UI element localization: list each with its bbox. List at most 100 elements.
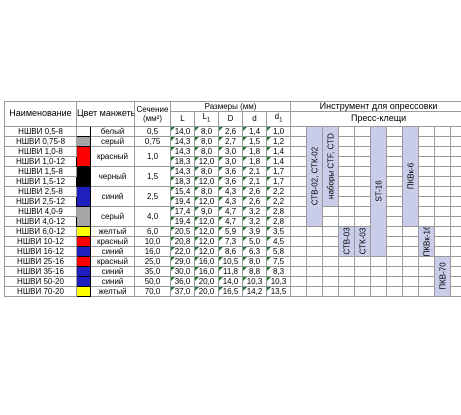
- tool-empty: [434, 215, 452, 227]
- tool-empty: [402, 235, 420, 247]
- value-d1: 2,8: [265, 215, 292, 227]
- tool-empty: [290, 145, 308, 157]
- value-d1: 7,5: [265, 255, 292, 267]
- tool-pkv70: ПКВ-70: [434, 255, 452, 297]
- section-value: 0,5: [134, 125, 171, 137]
- tool-st16: ST-16: [370, 125, 388, 257]
- tool-empty: [306, 275, 324, 287]
- value-d1: 5,8: [265, 245, 292, 257]
- tool-empty: [370, 255, 388, 267]
- tool-empty: [354, 275, 372, 287]
- value-d: 8,0: [242, 255, 267, 267]
- row-name: НШВИ 25-16: [4, 255, 77, 267]
- header-L1: L1: [194, 111, 219, 127]
- tool-empty: [354, 175, 372, 187]
- tool-empty: [418, 135, 436, 147]
- value-d: 1,8: [242, 155, 267, 167]
- header-L1-sub: 1: [207, 117, 211, 124]
- tool-empty: [434, 245, 452, 257]
- value-D: 4,7: [218, 215, 243, 227]
- tool-empty: [418, 255, 436, 267]
- section-value: 6,0: [134, 225, 171, 237]
- tool-empty: [306, 235, 324, 247]
- value-L1: 12,0: [194, 175, 219, 187]
- value-L1: 12,0: [194, 215, 219, 227]
- tool-empty: [306, 245, 324, 257]
- tool-empty: [370, 275, 388, 287]
- color-swatch: [76, 225, 91, 237]
- tool-empty: [386, 155, 404, 167]
- value-d: 3,9: [242, 225, 267, 237]
- value-d1: 1,4: [265, 145, 292, 157]
- value-L1: 16,0: [194, 255, 219, 267]
- tool-empty: [450, 145, 461, 157]
- value-L1: 8,0: [194, 185, 219, 197]
- row-name: НШВИ 4,0-9: [4, 205, 77, 217]
- tool-empty: [386, 175, 404, 187]
- row-name: НШВИ 1,5-8: [4, 165, 77, 177]
- color-label: синий: [90, 245, 135, 257]
- tool-empty: [386, 185, 404, 197]
- color-swatch: [76, 135, 91, 147]
- color-swatch: [76, 165, 91, 187]
- value-D: 2,6: [218, 125, 243, 137]
- tool-empty: [450, 215, 461, 227]
- tool-empty: [402, 245, 420, 257]
- value-L1: 12,0: [194, 155, 219, 167]
- tool-empty: [402, 275, 420, 287]
- value-L1: 12,0: [194, 245, 219, 257]
- tool-empty: [386, 125, 404, 137]
- row-name: НШВИ 2,5-8: [4, 185, 77, 197]
- tool-empty: [402, 285, 420, 297]
- tool-empty: [386, 235, 404, 247]
- value-D: 3,0: [218, 145, 243, 157]
- row-name: НШВИ 16-12: [4, 245, 77, 257]
- tool-empty: [338, 175, 356, 187]
- value-d: 2,6: [242, 185, 267, 197]
- value-L: 36,0: [170, 275, 195, 287]
- tool-empty: [402, 255, 420, 267]
- value-L: 18,3: [170, 175, 195, 187]
- color-swatch: [76, 145, 91, 167]
- value-L: 18,3: [170, 155, 195, 167]
- value-L: 22,0: [170, 245, 195, 257]
- section-value: 2,5: [134, 185, 171, 207]
- tool-empty: [450, 285, 461, 297]
- tool-empty: [290, 205, 308, 217]
- tool-empty: [434, 195, 452, 207]
- tool-empty: [402, 265, 420, 277]
- tool-empty: [290, 225, 308, 237]
- header-d1-main: d: [274, 112, 280, 121]
- value-L: 30,0: [170, 265, 195, 277]
- tool-empty: [450, 265, 461, 277]
- value-L1: 20,0: [194, 275, 219, 287]
- tool-empty: [290, 285, 308, 297]
- row-name: НШВИ 1,0-8: [4, 145, 77, 157]
- tool-empty: [418, 155, 436, 167]
- tool-empty: [418, 165, 436, 177]
- tool-empty: [434, 235, 452, 247]
- color-swatch: [76, 185, 91, 207]
- color-swatch: [76, 205, 91, 227]
- tool-stv02-stk02: СТВ-02, СТК-02: [306, 125, 324, 227]
- tool-empty: [450, 195, 461, 207]
- value-d: 2,6: [242, 195, 267, 207]
- tool-empty: [338, 145, 356, 157]
- tool-empty: [290, 255, 308, 267]
- tool-empty: [450, 135, 461, 147]
- header-name: Наименование: [4, 101, 77, 127]
- tool-empty: [306, 225, 324, 237]
- tool-empty: [418, 275, 436, 287]
- tool-ctf-ctd: наборы CTF, CTD: [322, 125, 340, 207]
- tool-empty: [418, 125, 436, 137]
- tool-empty: [386, 195, 404, 207]
- tool-empty: [338, 275, 356, 287]
- tool-empty: [338, 135, 356, 147]
- tool-empty: [354, 155, 372, 167]
- tool-empty: [290, 185, 308, 197]
- tool-empty: [434, 205, 452, 217]
- value-d: 1,4: [242, 125, 267, 137]
- color-swatch: [76, 245, 91, 257]
- tool-empty: [322, 225, 340, 237]
